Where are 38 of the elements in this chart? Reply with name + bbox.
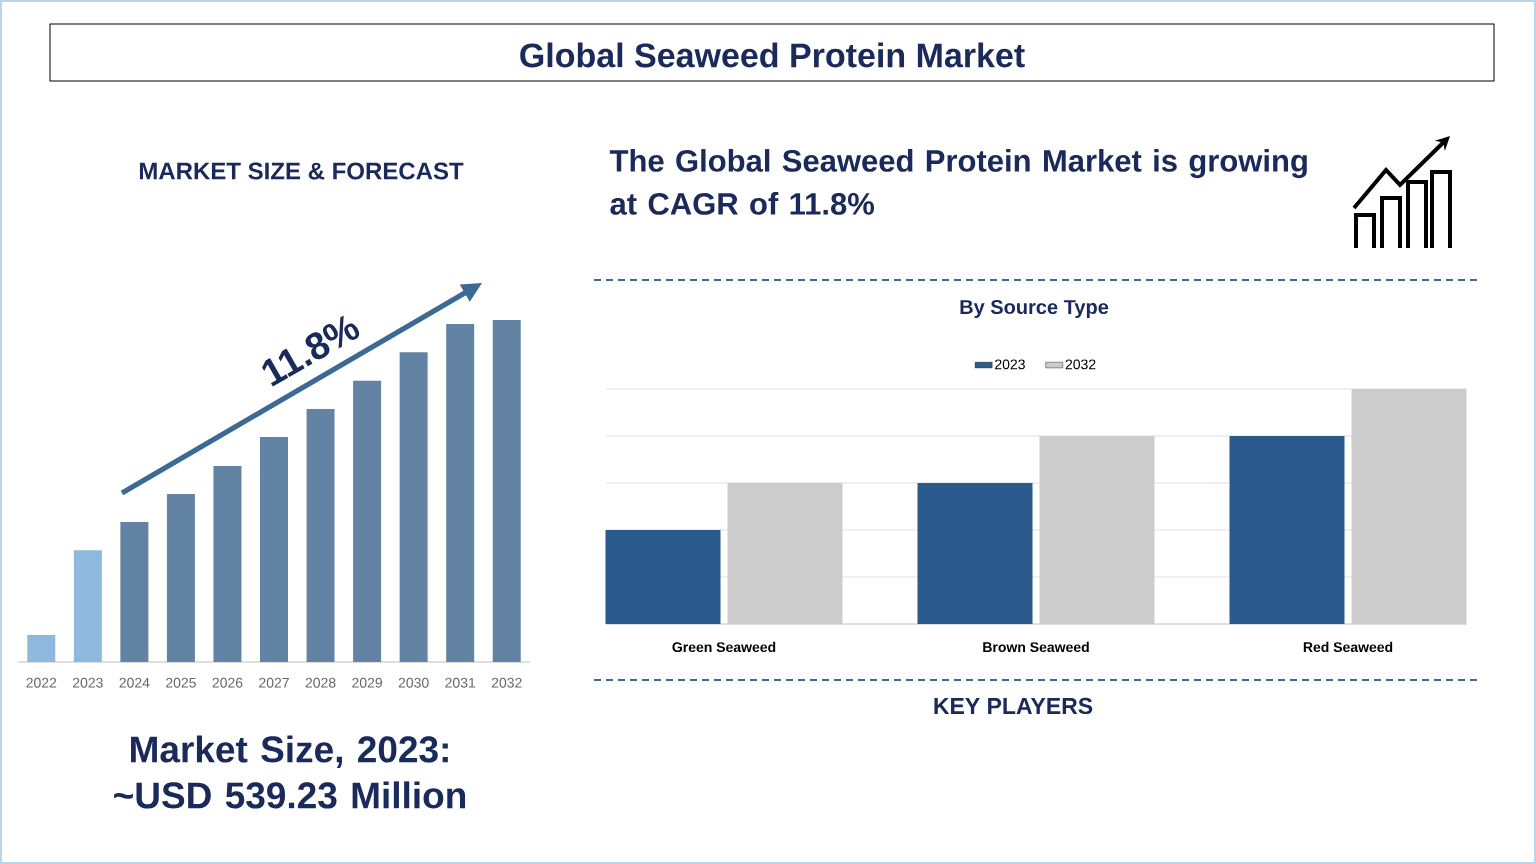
chart-subtitle: MARKET SIZE & FORECAST <box>139 162 464 180</box>
bar <box>446 324 475 662</box>
bar <box>1039 435 1155 624</box>
bar <box>73 550 102 662</box>
legend-label: 2023 <box>995 359 1025 370</box>
bar <box>605 529 721 624</box>
text: KEY PLAYERS <box>934 697 1093 715</box>
bar <box>166 494 195 662</box>
x-tick-label: Green Seaweed <box>672 641 776 653</box>
x-tick-label: 2026 <box>212 677 243 688</box>
x-tick-label: Red Seaweed <box>1303 641 1393 653</box>
bar <box>120 522 149 662</box>
bar <box>1229 435 1345 624</box>
x-tick-label: 2024 <box>119 677 150 688</box>
chart-title: By Source Type <box>960 299 1109 319</box>
text: Global Seaweed Protein Market <box>520 42 1025 68</box>
x-tick-label: 2029 <box>352 677 382 688</box>
x-tick-label: 2030 <box>398 677 429 688</box>
x-tick-label: 2032 <box>491 677 522 688</box>
text: Market Size, 2023: ~USD 539.23 Million <box>114 735 466 809</box>
bar <box>727 482 843 624</box>
bar <box>27 634 56 662</box>
bar <box>213 466 242 662</box>
bar <box>1351 388 1467 624</box>
text: The Global Seaweed Protein Market is growing at CAGR of 11.8% <box>609 149 1307 215</box>
x-tick-label: 2025 <box>166 677 196 688</box>
bar <box>399 352 428 662</box>
bar <box>306 408 335 662</box>
bar <box>917 482 1033 624</box>
x-tick-label: 2031 <box>445 677 476 688</box>
bar <box>260 436 289 662</box>
bar <box>492 319 521 662</box>
x-tick-label: 2028 <box>305 677 336 688</box>
x-tick-label: 2022 <box>26 677 57 688</box>
x-tick-label: 2023 <box>72 677 103 688</box>
legend-label: 2032 <box>1065 359 1096 370</box>
x-tick-label: Brown Seaweed <box>983 641 1089 653</box>
x-tick-label: 2027 <box>259 677 289 688</box>
